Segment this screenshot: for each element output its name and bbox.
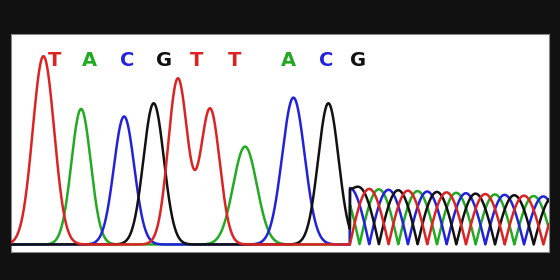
Text: C: C (120, 52, 134, 70)
Text: T: T (48, 52, 61, 70)
Text: A: A (82, 52, 97, 70)
Text: G: G (156, 52, 172, 70)
Text: C: C (319, 52, 333, 70)
Text: T: T (190, 52, 203, 70)
Text: T: T (227, 52, 241, 70)
Text: A: A (281, 52, 296, 70)
Text: G: G (350, 52, 366, 70)
